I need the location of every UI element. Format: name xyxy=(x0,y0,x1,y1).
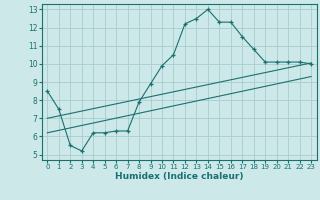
X-axis label: Humidex (Indice chaleur): Humidex (Indice chaleur) xyxy=(115,172,244,181)
